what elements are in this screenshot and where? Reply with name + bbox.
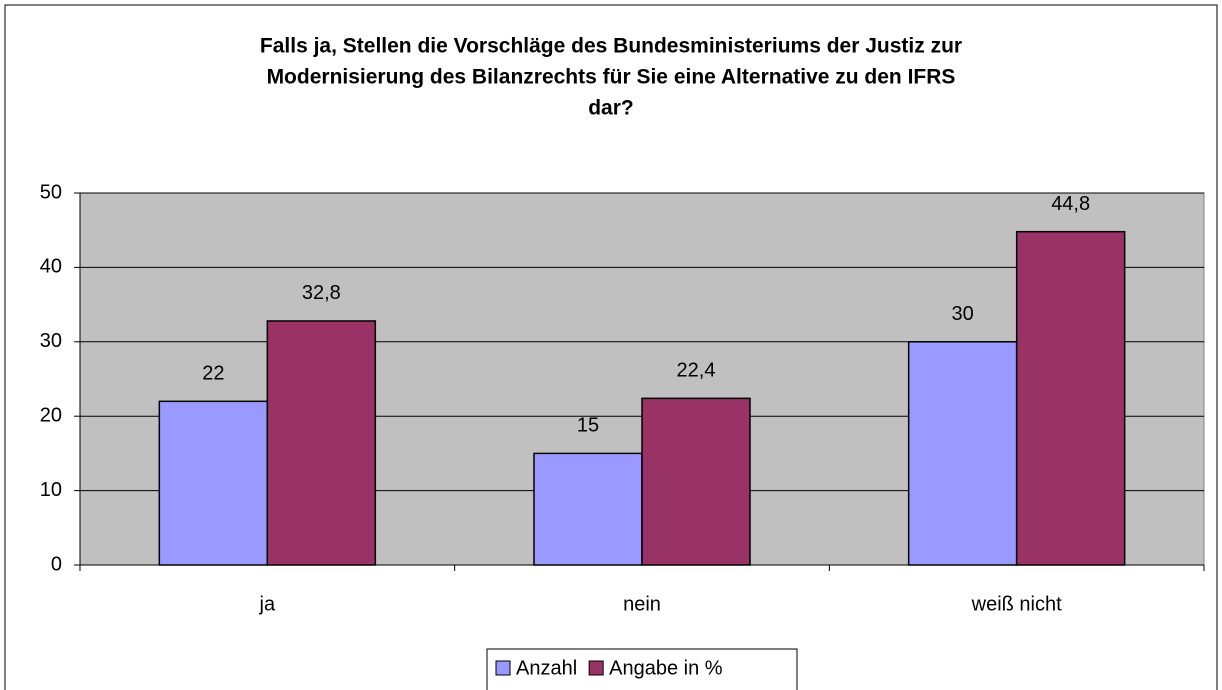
- chart-title: dar?: [588, 97, 634, 120]
- data-label: 15: [577, 415, 599, 437]
- y-tick-label: 40: [40, 256, 62, 278]
- x-tick-label: nein: [623, 593, 661, 615]
- chart-title: Modernisierung des Bilanzrechts für Sie …: [267, 66, 956, 89]
- chart-title: Falls ja, Stellen die Vorschläge des Bun…: [260, 35, 962, 58]
- legend-swatch: [588, 660, 604, 676]
- y-tick-label: 20: [40, 404, 62, 426]
- legend-label: Angabe in %: [609, 657, 723, 679]
- y-tick-label: 50: [40, 181, 62, 203]
- y-tick-label: 0: [51, 553, 62, 575]
- bar: [641, 397, 751, 566]
- legend-swatch: [495, 660, 511, 676]
- legend-box: [486, 648, 798, 690]
- data-label: 30: [952, 303, 974, 325]
- bar: [533, 452, 643, 566]
- data-label: 22,4: [677, 360, 716, 382]
- bar: [266, 320, 377, 566]
- x-tick-label: ja: [259, 593, 276, 615]
- bar: [907, 341, 1018, 566]
- data-label: 22: [202, 363, 224, 385]
- y-tick-label: 30: [40, 330, 62, 352]
- data-label: 32,8: [302, 282, 341, 304]
- y-tick-label: 10: [40, 479, 62, 501]
- legend-label: Anzahl: [516, 657, 577, 679]
- data-label: 44,8: [1051, 193, 1090, 215]
- bar: [158, 400, 269, 566]
- bar: [1015, 230, 1126, 566]
- x-tick-label: weiß nicht: [971, 593, 1062, 615]
